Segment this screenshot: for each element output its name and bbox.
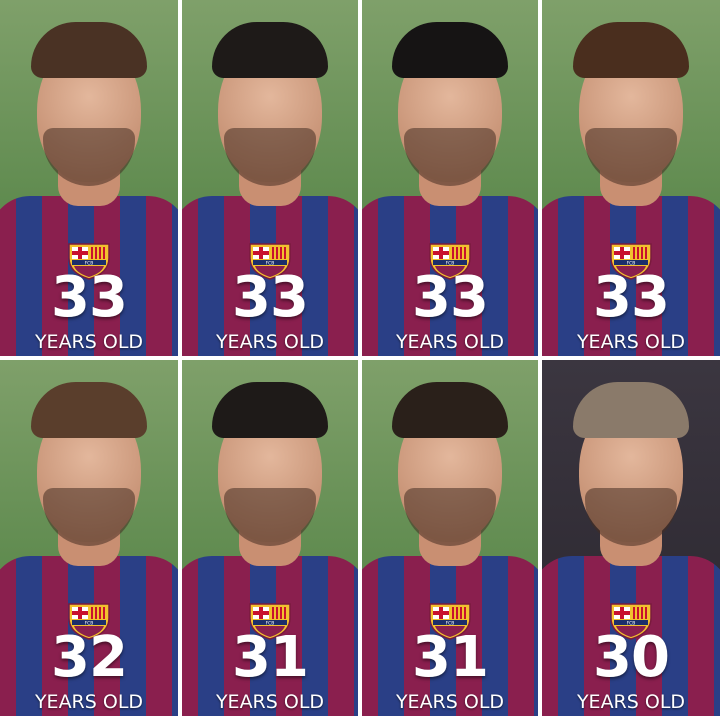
years-old-label: YEARS OLD	[395, 331, 505, 353]
fcb-crest-icon: FCB	[65, 600, 113, 640]
player-hair	[212, 382, 328, 438]
player-hair	[573, 22, 689, 78]
player-hair	[31, 22, 147, 78]
fcb-crest-icon: FCB	[65, 240, 113, 280]
svg-text:FCB: FCB	[85, 620, 94, 626]
player-hair	[573, 382, 689, 438]
age-number: 33	[232, 265, 309, 330]
svg-text:FCB: FCB	[85, 260, 94, 266]
age-number: 33	[412, 265, 489, 330]
svg-text:FCB: FCB	[446, 260, 455, 266]
svg-text:FCB: FCB	[446, 620, 455, 626]
player-tile: FCB 33 YEARS OLD	[182, 0, 358, 356]
years-old-label: YEARS OLD	[576, 331, 686, 353]
svg-text:FCB: FCB	[266, 260, 275, 266]
player-tile: FCB 30 YEARS OLD	[542, 360, 720, 716]
age-number: 32	[51, 625, 128, 690]
player-beard	[585, 488, 677, 546]
player-tile: FCB 33 YEARS OLD	[542, 0, 720, 356]
years-old-label: YEARS OLD	[34, 691, 144, 713]
age-number: 31	[412, 625, 489, 690]
player-tile: FCB 33 YEARS OLD	[0, 0, 178, 356]
fcb-crest-icon: FCB	[426, 240, 474, 280]
player-beard	[404, 128, 496, 186]
fcb-crest-icon: FCB	[426, 600, 474, 640]
player-tile: FCB 31 YEARS OLD	[182, 360, 358, 716]
player-beard	[585, 128, 677, 186]
player-beard	[43, 128, 135, 186]
player-beard	[224, 128, 316, 186]
years-old-label: YEARS OLD	[34, 331, 144, 353]
years-old-label: YEARS OLD	[395, 691, 505, 713]
fcb-crest-icon: FCB	[246, 240, 294, 280]
player-tile: FCB 31 YEARS OLD	[362, 360, 538, 716]
years-old-label: YEARS OLD	[215, 331, 325, 353]
player-beard	[224, 488, 316, 546]
player-hair	[392, 382, 508, 438]
svg-text:FCB: FCB	[627, 260, 636, 266]
fcb-crest-icon: FCB	[607, 240, 655, 280]
player-hair	[212, 22, 328, 78]
svg-text:FCB: FCB	[627, 620, 636, 626]
player-hair	[31, 382, 147, 438]
years-old-label: YEARS OLD	[215, 691, 325, 713]
years-old-label: YEARS OLD	[576, 691, 686, 713]
player-hair	[392, 22, 508, 78]
player-beard	[43, 488, 135, 546]
age-number: 30	[593, 625, 670, 690]
svg-text:FCB: FCB	[266, 620, 275, 626]
age-number: 33	[593, 265, 670, 330]
player-tile: FCB 32 YEARS OLD	[0, 360, 178, 716]
fcb-crest-icon: FCB	[607, 600, 655, 640]
age-number: 31	[232, 625, 309, 690]
fcb-crest-icon: FCB	[246, 600, 294, 640]
player-beard	[404, 488, 496, 546]
player-tile: FCB 33 YEARS OLD	[362, 0, 538, 356]
age-number: 33	[51, 265, 128, 330]
